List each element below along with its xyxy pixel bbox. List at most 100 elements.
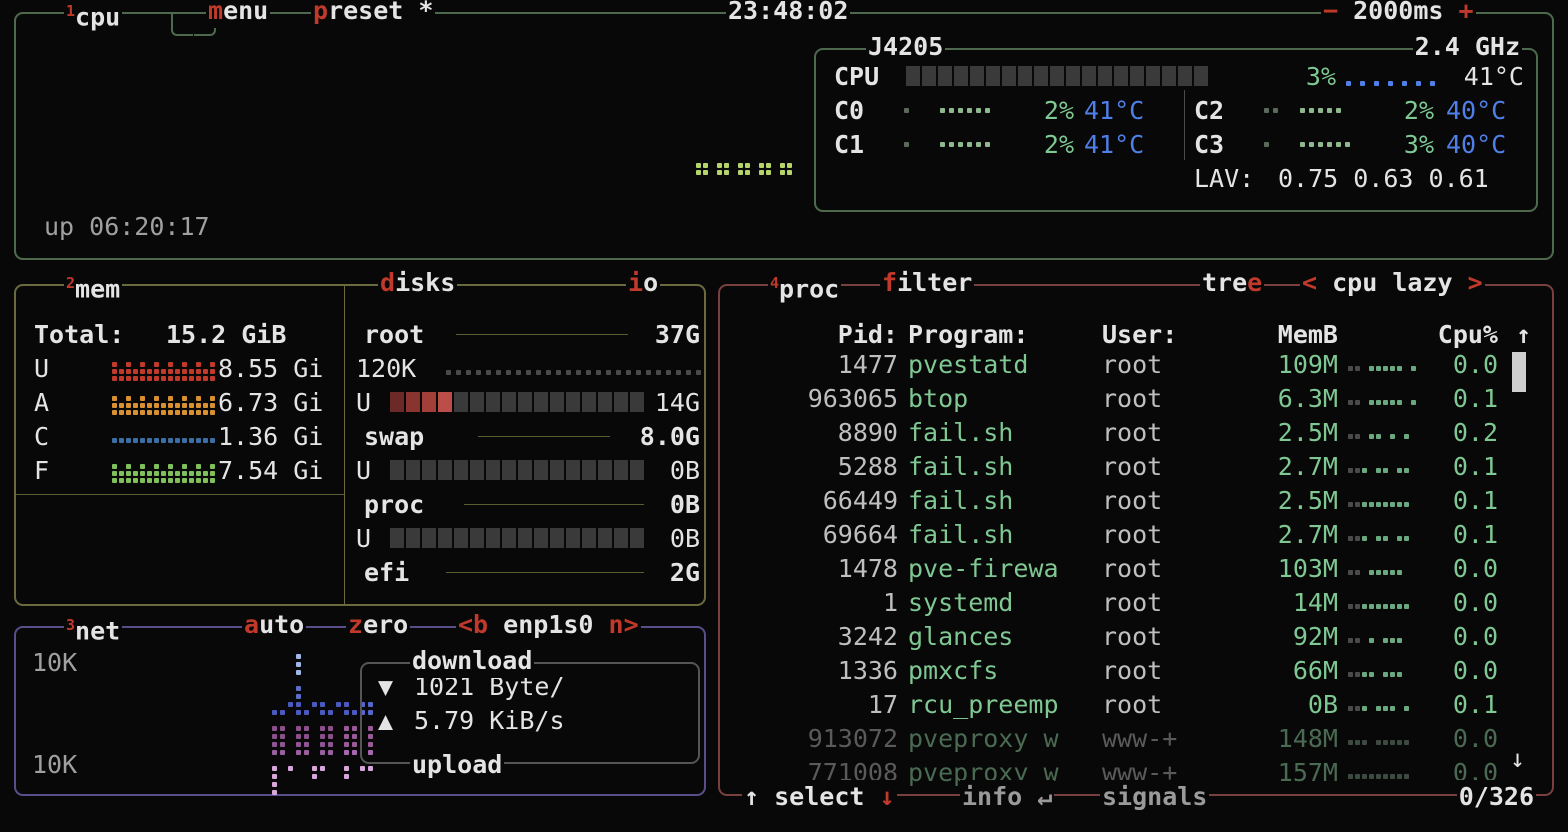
net-auto-button[interactable]: auto xyxy=(242,608,307,642)
disk-used-label-2: U xyxy=(356,524,372,553)
interval-minus-button[interactable]: − xyxy=(1323,0,1339,25)
mem-row-key-0: U xyxy=(34,354,50,383)
cell-mem: 66M xyxy=(1292,656,1338,685)
cpu-total-label: CPU xyxy=(834,62,880,91)
disk-meter-1 xyxy=(390,460,644,480)
col-header-pid[interactable]: Pid: xyxy=(837,320,898,349)
net-iface-selector[interactable]: <b enp1s0 n> xyxy=(456,608,641,642)
col-header-user[interactable]: User: xyxy=(1102,320,1178,349)
iface-name: enp1s0 xyxy=(503,610,594,639)
table-row[interactable]: 1477 pvestatd root 109M 0.0 xyxy=(720,348,1556,382)
cpu-menu-button[interactable]: menu xyxy=(206,0,271,28)
sort-prev-button[interactable]: < xyxy=(1302,268,1318,297)
disk-rule-3 xyxy=(446,572,644,573)
col-header-cpu[interactable]: Cpu% xyxy=(1437,320,1498,349)
col-header-program[interactable]: Program: xyxy=(908,320,1029,349)
col-header-mem[interactable]: MemB xyxy=(1277,320,1338,349)
cell-user: root xyxy=(1102,622,1163,651)
cpu-model-label: J4205 xyxy=(866,30,946,64)
cell-user: root xyxy=(1102,588,1163,617)
cell-cpu: 0.1 xyxy=(1452,384,1498,413)
cell-user: www-+ xyxy=(1102,724,1178,753)
cell-mem: 6.3M xyxy=(1277,384,1338,413)
mem-box-title[interactable]: 2mem xyxy=(64,266,123,307)
proc-footer-info[interactable]: info ↵ xyxy=(960,780,1055,814)
sort-direction-arrow-icon[interactable]: ↑ xyxy=(1516,320,1532,349)
cell-cpu-sparkline xyxy=(1348,468,1414,476)
disk-name-2: proc xyxy=(364,490,425,519)
proc-scrollbar-thumb[interactable] xyxy=(1512,352,1526,392)
upload-value: 5.79 KiB/s xyxy=(414,706,565,735)
table-row[interactable]: 1336 pmxcfs root 66M 0.0 xyxy=(720,654,1556,688)
disk-size-2: 0B xyxy=(669,490,700,519)
iface-prev-button[interactable]: <b xyxy=(458,610,489,639)
proc-box-title[interactable]: 4proc xyxy=(768,266,842,307)
table-row[interactable]: 3242 glances root 92M 0.0 xyxy=(720,620,1556,654)
cpu-box-number: 1 xyxy=(66,2,76,20)
cpu-box-title-label: cpu xyxy=(75,2,121,32)
cpu-temp-graph xyxy=(1346,74,1456,90)
table-row[interactable]: 5288 fail.sh root 2.7M 0.1 xyxy=(720,450,1556,484)
io-toggle-button[interactable]: io xyxy=(626,266,661,300)
update-interval-control[interactable]: − 2000ms + xyxy=(1321,0,1476,28)
table-row[interactable]: 66449 fail.sh root 2.5M 0.1 xyxy=(720,484,1556,518)
cell-user: root xyxy=(1102,350,1163,379)
cell-cpu-sparkline xyxy=(1348,366,1416,374)
cpu-preset-button[interactable]: preset * xyxy=(311,0,436,28)
mem-row-key-1: A xyxy=(34,388,50,417)
interval-plus-button[interactable]: + xyxy=(1458,0,1474,25)
cpu-total-percent: 3% xyxy=(1305,62,1336,91)
net-zero-button[interactable]: zero xyxy=(346,608,411,642)
proc-tree-toggle[interactable]: tree xyxy=(1200,266,1265,300)
disk-io-0: 120K xyxy=(356,354,417,383)
net-traffic-graph xyxy=(264,646,374,795)
cell-user: root xyxy=(1102,486,1163,515)
net-scale-bottom: 10K xyxy=(32,750,78,779)
core-temp-2: 40°C xyxy=(1446,96,1507,125)
proc-row-list[interactable]: 1477 pvestatd root 109M 0.0 963065 btop root 6.3… xyxy=(720,348,1556,787)
proc-filter-button[interactable]: filter xyxy=(880,266,975,300)
mem-total-value: 15.2 GiB xyxy=(166,320,287,349)
table-row[interactable]: 1 systemd root 14M 0.0 xyxy=(720,586,1556,620)
cpu-box-title[interactable]: 1cpu xyxy=(64,0,123,35)
disk-free-2: 0B xyxy=(669,524,700,553)
scroll-down-arrow-icon[interactable]: ↓ xyxy=(1510,744,1526,773)
cell-user: root xyxy=(1102,384,1163,413)
cell-cpu: 0.2 xyxy=(1452,418,1498,447)
cpu-freq-label: 2.4 GHz xyxy=(1412,30,1522,64)
mem-row-graph-1 xyxy=(112,396,218,416)
table-row[interactable]: 1478 pve-firewa root 103M 0.0 xyxy=(720,552,1556,586)
table-row[interactable]: 17 rcu_preemp root 0B 0.1 xyxy=(720,688,1556,722)
cell-program: pveproxy w xyxy=(908,724,1059,753)
cell-program: pmxcfs xyxy=(908,656,999,685)
net-box-title[interactable]: 3net xyxy=(64,608,123,649)
cell-pid: 8890 xyxy=(837,418,898,447)
mem-row-value-1: 6.73 Gi xyxy=(218,388,324,417)
table-row[interactable]: 69664 fail.sh root 2.7M 0.1 xyxy=(720,518,1556,552)
core-label-1: C1 xyxy=(834,130,865,159)
cell-cpu-sparkline xyxy=(1348,706,1414,714)
table-row[interactable]: 913072 pveproxy w www-+ 148M 0.0 xyxy=(720,722,1556,756)
uptime-label: up 06:20:17 xyxy=(44,212,210,241)
mem-section-divider xyxy=(16,494,344,495)
sort-next-button[interactable]: > xyxy=(1467,268,1483,297)
table-row[interactable]: 963065 btop root 6.3M 0.1 xyxy=(720,382,1556,416)
cell-program: pvestatd xyxy=(908,350,1029,379)
cell-cpu: 0.0 xyxy=(1452,622,1498,651)
cell-mem: 14M xyxy=(1292,588,1338,617)
cell-user: root xyxy=(1102,452,1163,481)
cell-pid: 17 xyxy=(867,690,898,719)
disk-rule-1 xyxy=(478,436,610,437)
mem-row-key-2: C xyxy=(34,422,50,451)
disk-rule-2 xyxy=(464,504,644,505)
cell-cpu-sparkline xyxy=(1348,638,1414,646)
proc-footer-select[interactable]: ↑ select ↓ xyxy=(742,780,897,814)
table-row[interactable]: 8890 fail.sh root 2.5M 0.2 xyxy=(720,416,1556,450)
cell-user: root xyxy=(1102,520,1163,549)
iface-next-button[interactable]: n> xyxy=(608,610,639,639)
proc-sort-selector[interactable]: < cpu lazy > xyxy=(1300,266,1485,300)
cell-program: fail.sh xyxy=(908,418,1014,447)
disks-box-title[interactable]: disks xyxy=(378,266,458,300)
proc-footer-signals[interactable]: signals xyxy=(1100,780,1210,814)
cell-pid: 1477 xyxy=(837,350,898,379)
